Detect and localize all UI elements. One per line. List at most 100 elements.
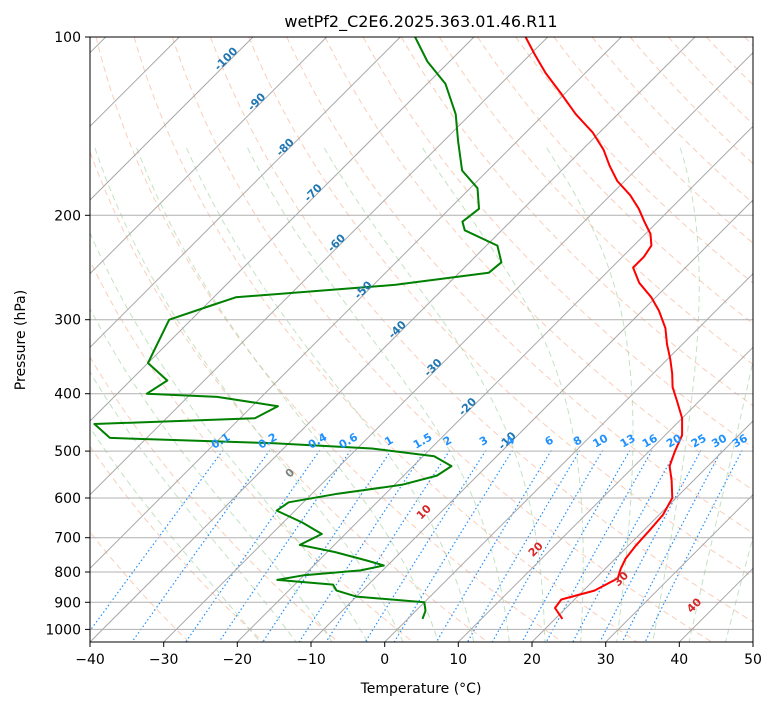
dry-adiabat-line [95,37,563,642]
dry-adiabat-line [210,37,753,623]
moist-adiabat-line [652,147,700,642]
mixing-ratio-label: 1 [382,434,395,449]
x-tick-label: −40 [75,652,105,668]
y-tick-label: 900 [54,595,81,611]
mixing-ratio-label: 16 [640,431,660,450]
x-tick-label: −10 [296,652,326,668]
isotherm-line [90,37,401,349]
mixing-ratio-label: 8 [571,434,584,449]
mixing-ratio-label: 10 [590,431,610,450]
isotherm-line [531,420,753,642]
isotherm-label: -50 [352,278,375,301]
isotherm-line [90,37,254,201]
y-tick-label: 1000 [45,622,81,638]
isotherm-line [605,493,753,642]
y-tick-label: 300 [54,313,81,329]
isotherm-line [90,37,622,570]
dry-adiabat-line [591,37,753,204]
mixing-ratio-label: 3 [477,434,490,449]
mixing-ratio-line [572,450,677,642]
isotherm-line [752,641,753,642]
isotherm-label: -60 [325,231,348,254]
moist-adiabat-line [247,147,510,642]
y-tick-label: 500 [54,444,81,460]
x-tick-label: −20 [223,652,253,668]
isotherm-line [457,346,753,642]
isotherm-line [90,37,696,642]
mixing-ratio-line [131,450,271,642]
moist-adiabat-label: 20 [526,539,546,559]
dry-adiabat-line [171,37,712,642]
dry-adiabat-line [90,259,414,642]
temperature-line [524,37,684,620]
moist-adiabat-line [688,358,753,642]
dry-adiabat-line [668,37,753,125]
mixing-ratio-line [298,450,426,642]
x-tick-label: 20 [523,652,541,668]
isotherm-line [678,567,753,642]
y-tick-label: 600 [54,491,81,507]
mixing-ratio-label: 6 [543,433,556,448]
dry-adiabat-line [438,37,753,366]
dry-adiabat-line [324,37,753,491]
x-tick-label: 10 [449,652,467,668]
mixing-ratio-label: 25 [689,432,709,451]
moist-adiabat-line [90,307,333,642]
x-tick-label: 0 [380,652,389,668]
mixing-ratio-line [262,450,392,642]
dry-adiabat-line [133,37,638,642]
moist-adiabat-line [90,371,297,642]
dry-adiabat-line [286,37,753,534]
mixing-ratio-label: 13 [618,432,638,451]
mixing-ratio-line [466,450,581,642]
chart-title: wetPf2_C2E6.2025.363.01.46.R11 [284,12,557,32]
mixing-ratio-lines [90,450,743,642]
isotherm-label: -20 [456,395,479,418]
moist-adiabat-line [94,147,404,642]
y-tick-label: 100 [54,30,81,46]
mixing-ratio-line [491,450,604,642]
mixing-ratio-line [393,450,514,642]
x-axis-label: Temperature (°C) [360,681,482,697]
dry-adiabat-line [90,356,339,642]
isotherm-line [163,51,753,642]
y-axis-label: Pressure (hPa) [13,290,29,390]
isobar-gridlines [90,37,753,630]
mixing-ratio-label: 2 [441,434,454,449]
y-tick-label: 800 [54,565,81,581]
moist-adiabat-line [725,536,753,642]
y-tick-label: 700 [54,531,81,547]
isotherm-label: -100 [212,44,241,73]
mixing-ratio-line [644,450,743,642]
isotherm-line [384,272,753,642]
x-tick-label: −30 [149,652,179,668]
isotherm-line [90,37,475,422]
moist-adiabat-line [136,147,439,642]
dry-adiabat-line [706,37,753,86]
plot-frame [89,36,754,643]
moist-adiabat-line [323,147,546,642]
dry-adiabat-line [90,150,488,642]
isotherm-label: -80 [274,135,297,158]
dry-adiabat-line [90,445,264,642]
isotherm-line [310,199,753,642]
y-tick-label: 400 [54,387,81,403]
moist-adiabat-label: 40 [684,595,704,615]
dry-adiabat-line [553,37,753,244]
moist-adiabat-line [422,147,584,642]
isotherm-label: -90 [245,90,268,113]
mixing-ratio-line [218,450,352,642]
mixing-ratio-line [521,450,631,642]
dry-adiabat-line [248,37,753,578]
isotherm-line [90,37,549,496]
mixing-ratio-line [545,450,653,642]
sounding-profiles [93,37,684,620]
y-axis-ticks: 100 200 300 400 500 600 700 800 900 1000 [45,30,90,638]
mixing-ratio-line [364,450,487,642]
x-axis-ticks: −40 −30 −20 −10 0 10 20 30 40 50 [75,642,762,668]
mixing-ratio-line [325,450,451,642]
moist-adiabats [90,147,753,642]
x-tick-label: 30 [597,652,615,668]
isotherm-gridlines [90,37,753,642]
